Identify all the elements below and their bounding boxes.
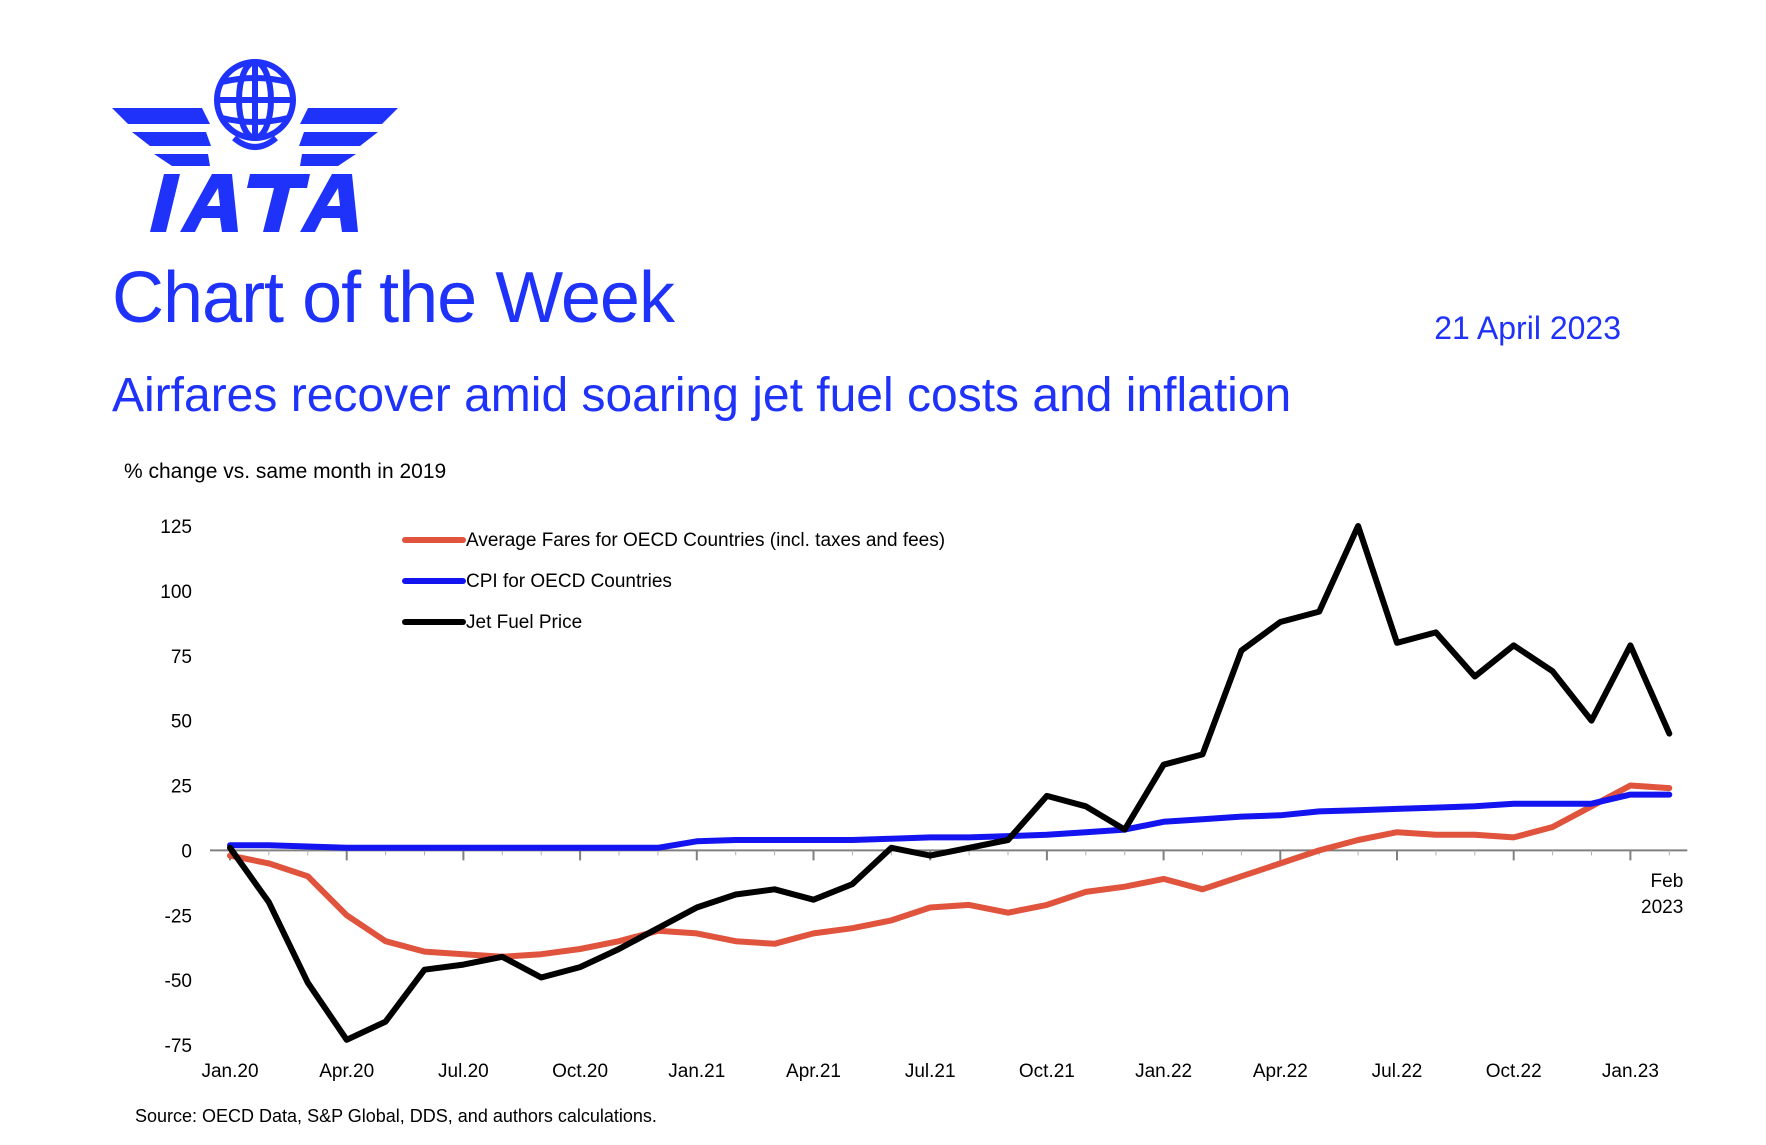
y-axis-label: % change vs. same month in 2019 <box>124 460 446 483</box>
x-tick-label: Jan.20 <box>201 1061 258 1082</box>
legend: Average Fares for OECD Countries (incl. … <box>405 530 945 633</box>
y-tick-label: -75 <box>165 1036 192 1057</box>
x-tick-label: Oct.22 <box>1486 1061 1542 1082</box>
page-title: Chart of the Week <box>112 262 674 334</box>
y-tick-label: 25 <box>171 777 192 798</box>
x-tick-label: Apr.20 <box>319 1061 374 1082</box>
y-axis-ticks: 125 100 75 50 25 0 -25 -50 -75 <box>160 517 192 1057</box>
publication-date: 21 April 2023 <box>1434 312 1621 344</box>
y-tick-label: 0 <box>181 841 192 862</box>
x-tick-label: Apr.21 <box>786 1061 841 1082</box>
x-tick-label: Jul.22 <box>1372 1061 1423 1082</box>
iata-logo <box>110 52 400 247</box>
chart-area: % change vs. same month in 2019 125 100 75… <box>0 440 1766 1140</box>
series-line-2 <box>230 526 1669 1040</box>
x-end-annotation: 2023 <box>1641 897 1683 918</box>
y-tick-label: 125 <box>160 517 192 538</box>
x-tick-label: Jul.20 <box>438 1061 489 1082</box>
series-line-1 <box>230 795 1669 848</box>
x-tick-label: Oct.21 <box>1019 1061 1075 1082</box>
source-note: Source: OECD Data, S&P Global, DDS, and … <box>135 1106 657 1126</box>
x-tick-label: Jan.21 <box>668 1061 725 1082</box>
x-axis-ticks: Jan.20 Apr.20 Jul.20 Oct.20 Jan.21 Apr.21 Jul.… <box>201 850 1683 1082</box>
legend-label: CPI for OECD Countries <box>466 571 672 592</box>
x-tick-label: Jul.21 <box>905 1061 956 1082</box>
y-tick-label: 100 <box>160 582 192 603</box>
y-tick-label: -50 <box>165 971 192 992</box>
x-tick-label: Jan.23 <box>1602 1061 1659 1082</box>
y-tick-label: 75 <box>171 647 192 668</box>
legend-label: Average Fares for OECD Countries (incl. … <box>466 530 945 551</box>
chart-headline: Airfares recover amid soaring jet fuel c… <box>112 372 1291 420</box>
line-chart: % change vs. same month in 2019 125 100 75… <box>0 440 1766 1140</box>
y-tick-label: -25 <box>165 906 192 927</box>
series-line-0 <box>230 786 1669 957</box>
x-end-annotation: Feb <box>1651 871 1684 892</box>
x-tick-label: Apr.22 <box>1253 1061 1308 1082</box>
legend-label: Jet Fuel Price <box>466 612 582 633</box>
y-tick-label: 50 <box>171 712 192 733</box>
x-tick-label: Jan.22 <box>1135 1061 1192 1082</box>
x-tick-label: Oct.20 <box>552 1061 608 1082</box>
series-lines <box>230 526 1670 1040</box>
